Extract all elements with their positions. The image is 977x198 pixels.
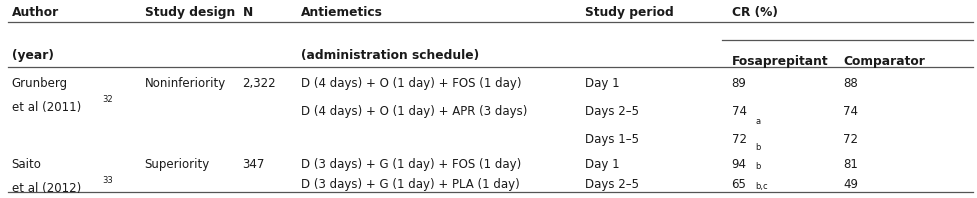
Text: D (3 days) + G (1 day) + FOS (1 day): D (3 days) + G (1 day) + FOS (1 day) bbox=[301, 158, 521, 171]
Text: b: b bbox=[754, 162, 759, 171]
Text: D (4 days) + O (1 day) + FOS (1 day): D (4 days) + O (1 day) + FOS (1 day) bbox=[301, 77, 521, 90]
Text: 33: 33 bbox=[103, 176, 113, 185]
Text: 94: 94 bbox=[731, 158, 745, 171]
Text: Comparator: Comparator bbox=[842, 55, 924, 69]
Text: D (4 days) + O (1 day) + APR (3 days): D (4 days) + O (1 day) + APR (3 days) bbox=[301, 105, 527, 118]
Text: 74: 74 bbox=[731, 105, 745, 118]
Text: a: a bbox=[754, 117, 759, 126]
Text: Author: Author bbox=[12, 6, 59, 19]
Text: Antiemetics: Antiemetics bbox=[301, 6, 383, 19]
Text: 74: 74 bbox=[842, 105, 857, 118]
Text: Fosaprepitant: Fosaprepitant bbox=[731, 55, 828, 69]
Text: 89: 89 bbox=[731, 77, 745, 90]
Text: (administration schedule): (administration schedule) bbox=[301, 50, 479, 63]
Text: D (3 days) + G (1 day) + PLA (1 day): D (3 days) + G (1 day) + PLA (1 day) bbox=[301, 178, 520, 191]
Text: Grunberg: Grunberg bbox=[12, 77, 67, 90]
Text: N: N bbox=[242, 6, 252, 19]
Text: 72: 72 bbox=[731, 133, 745, 146]
Text: et al (2012): et al (2012) bbox=[12, 182, 81, 195]
Text: 65: 65 bbox=[731, 178, 745, 191]
Text: Days 1–5: Days 1–5 bbox=[584, 133, 638, 146]
Text: b: b bbox=[754, 143, 759, 151]
Text: Noninferiority: Noninferiority bbox=[145, 77, 226, 90]
Text: Days 2–5: Days 2–5 bbox=[584, 105, 638, 118]
Text: 88: 88 bbox=[842, 77, 857, 90]
Text: (year): (year) bbox=[12, 50, 54, 63]
Text: 2,322: 2,322 bbox=[242, 77, 276, 90]
Text: 49: 49 bbox=[842, 178, 857, 191]
Text: 81: 81 bbox=[842, 158, 857, 171]
Text: Superiority: Superiority bbox=[145, 158, 210, 171]
Text: Day 1: Day 1 bbox=[584, 77, 618, 90]
Text: Days 2–5: Days 2–5 bbox=[584, 178, 638, 191]
Text: Study design: Study design bbox=[145, 6, 234, 19]
Text: CR (%): CR (%) bbox=[731, 6, 777, 19]
Text: et al (2011): et al (2011) bbox=[12, 101, 81, 114]
Text: Study period: Study period bbox=[584, 6, 673, 19]
Text: 72: 72 bbox=[842, 133, 857, 146]
Text: 32: 32 bbox=[103, 95, 113, 104]
Text: b,c: b,c bbox=[754, 182, 767, 191]
Text: Day 1: Day 1 bbox=[584, 158, 618, 171]
Text: 347: 347 bbox=[242, 158, 265, 171]
Text: Saito: Saito bbox=[12, 158, 42, 171]
